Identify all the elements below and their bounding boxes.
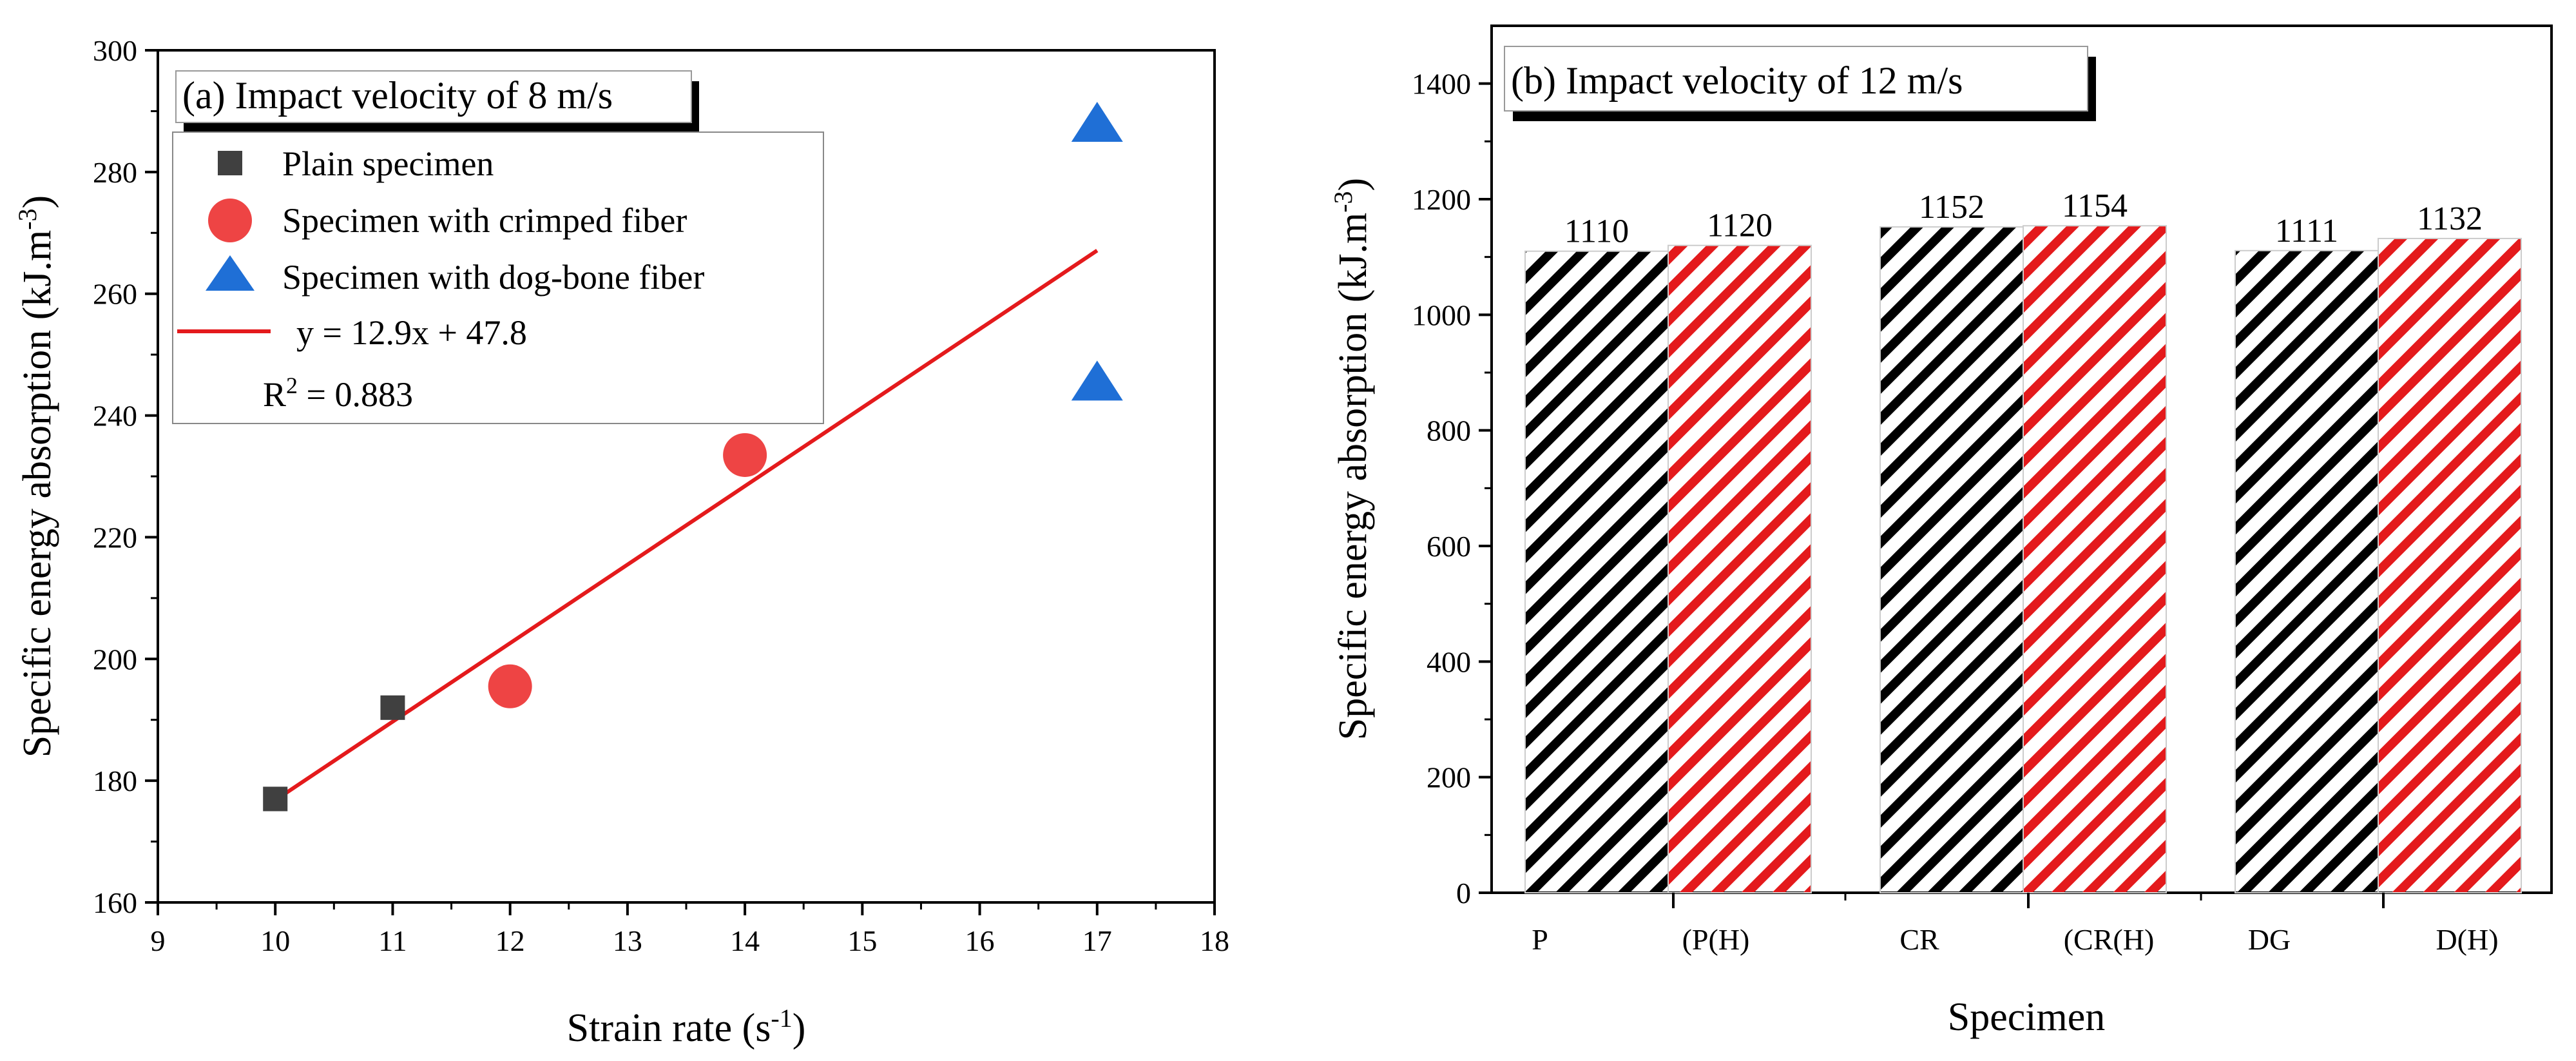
plain-specimen-point: [380, 695, 405, 720]
chart-a-y-label-sup: -3: [13, 208, 42, 229]
bar: [2023, 225, 2167, 893]
y-tick-label: 800: [1427, 414, 1471, 447]
y-tick-label: 160: [93, 886, 137, 919]
x-tick-label: 9: [151, 924, 166, 957]
x-tick-label: 16: [965, 924, 995, 957]
chart-a-legend-box: [172, 131, 824, 424]
chart-b-y-axis: 0 200 400 600 800 1000 1200 1400: [1412, 68, 1492, 910]
y-tick-label: 200: [93, 643, 137, 676]
r2-value: = 0.883: [298, 375, 413, 414]
y-tick-label: 1400: [1412, 68, 1471, 101]
chart-a-y-label: Specific energy absorption (kJ.m-3): [13, 195, 60, 757]
chart-a-legend: Plain specimen Specimen with crimped fib…: [172, 131, 824, 424]
bar-value-label: 1154: [2062, 188, 2128, 224]
chart-b-title-box: [1504, 46, 2088, 112]
legend-r-squared: R2 = 0.883: [263, 373, 413, 414]
y-tick-label: 240: [93, 400, 137, 433]
chart-b-title: (b) Impact velocity of 12 m/s: [1511, 59, 1963, 102]
legend-dog-bone-fiber: Specimen with dog-bone fiber: [282, 258, 704, 297]
category-label: DG: [2248, 923, 2291, 956]
chart-a-fit-group: [274, 249, 1099, 802]
r2-prefix: R: [263, 375, 286, 414]
chart-a: 9 10 11 12 13 14 15 16 17 18 160 180 200 220 240 260 28…: [13, 34, 1230, 1050]
x-tick-label: 18: [1200, 924, 1229, 957]
legend-fit-equation: y = 12.9x + 47.8: [296, 313, 527, 352]
bar: [2378, 237, 2522, 893]
x-tick-label: 12: [495, 924, 525, 957]
crimped-fiber-point: [723, 433, 767, 477]
bar: [1668, 244, 1812, 893]
category-label: P: [1532, 923, 1548, 956]
legend-crimped-fiber: Specimen with crimped fiber: [282, 201, 687, 240]
chart-a-x-label-end: ): [793, 1006, 806, 1050]
legend-plain-specimen: Plain specimen: [282, 144, 494, 183]
chart-a-x-label: Strain rate (s-1): [567, 1004, 806, 1051]
chart-b-x-label: Specimen: [1948, 995, 2106, 1039]
chart-a-points: [263, 102, 1123, 812]
chart-a-y-axis: 160 180 200 220 240 260 280 300: [93, 34, 158, 919]
category-label: CR: [1899, 923, 1939, 956]
y-tick-label: 0: [1456, 877, 1471, 910]
x-tick-label: 11: [378, 924, 407, 957]
bar-value-label: 1120: [1707, 208, 1773, 244]
y-tick-label: 1000: [1412, 298, 1471, 331]
y-tick-label: 600: [1427, 530, 1471, 563]
legend-circle-marker: [208, 199, 252, 242]
x-tick-label: 13: [613, 924, 642, 957]
plain-specimen-point: [263, 786, 288, 812]
chart-b-bars: 1110 1120 1152 1154 1111 1132: [1524, 188, 2522, 893]
r2-sup: 2: [286, 373, 298, 398]
chart-b-x-axis: P (P(H) CR (CR(H) DG D(H): [1532, 893, 2499, 956]
chart-a-x-label-text: Strain rate (s: [567, 1006, 771, 1050]
chart-a-x-axis: 9 10 11 12 13 14 15 16 17 18: [151, 902, 1229, 957]
legend-square-marker: [218, 151, 242, 175]
chart-a-y-label-end: ): [15, 195, 59, 209]
bar-value-label: 1152: [1919, 189, 1985, 226]
fit-line: [274, 249, 1099, 802]
legend-triangle-marker: [206, 255, 255, 291]
y-tick-label: 260: [93, 278, 137, 311]
x-tick-label: 10: [260, 924, 290, 957]
chart-a-x-label-sup: -1: [771, 1004, 792, 1033]
bar: [2235, 249, 2379, 893]
bar-value-label: 1110: [1564, 213, 1629, 250]
y-tick-label: 400: [1427, 645, 1471, 678]
y-tick-label: 180: [93, 764, 137, 797]
bar: [1524, 250, 1669, 893]
x-tick-label: 14: [730, 924, 760, 957]
chart-a-title-box: [175, 70, 692, 123]
dog-bone-fiber-point: [1071, 102, 1123, 142]
category-label: (CR(H): [2064, 923, 2155, 956]
category-label: D(H): [2436, 923, 2498, 956]
chart-b-y-label: Specific energy absorption (kJ.m-3): [1329, 178, 1376, 740]
chart-a-title: (a) Impact velocity of 8 m/s: [182, 74, 613, 117]
x-tick-label: 15: [847, 924, 877, 957]
y-tick-label: 200: [1427, 761, 1471, 794]
crimped-fiber-point: [488, 664, 532, 708]
x-tick-label: 17: [1082, 924, 1112, 957]
bar-value-label: 1132: [2417, 200, 2483, 237]
y-tick-label: 280: [93, 156, 137, 189]
chart-b-y-label-end: ): [1331, 178, 1375, 191]
chart-b-y-label-sup: -3: [1329, 191, 1358, 212]
y-tick-label: 1200: [1412, 183, 1471, 216]
chart-a-y-label-text: Specific energy absorption (kJ.m: [15, 230, 59, 757]
chart-b-y-label-text: Specific energy absorption (kJ.m: [1331, 213, 1375, 740]
bar: [1879, 226, 2024, 893]
bar-value-label: 1111: [2275, 213, 2338, 249]
y-tick-label: 300: [93, 34, 137, 67]
dog-bone-fiber-point: [1071, 360, 1123, 401]
category-label: (P(H): [1682, 923, 1750, 956]
y-tick-label: 220: [93, 521, 137, 554]
